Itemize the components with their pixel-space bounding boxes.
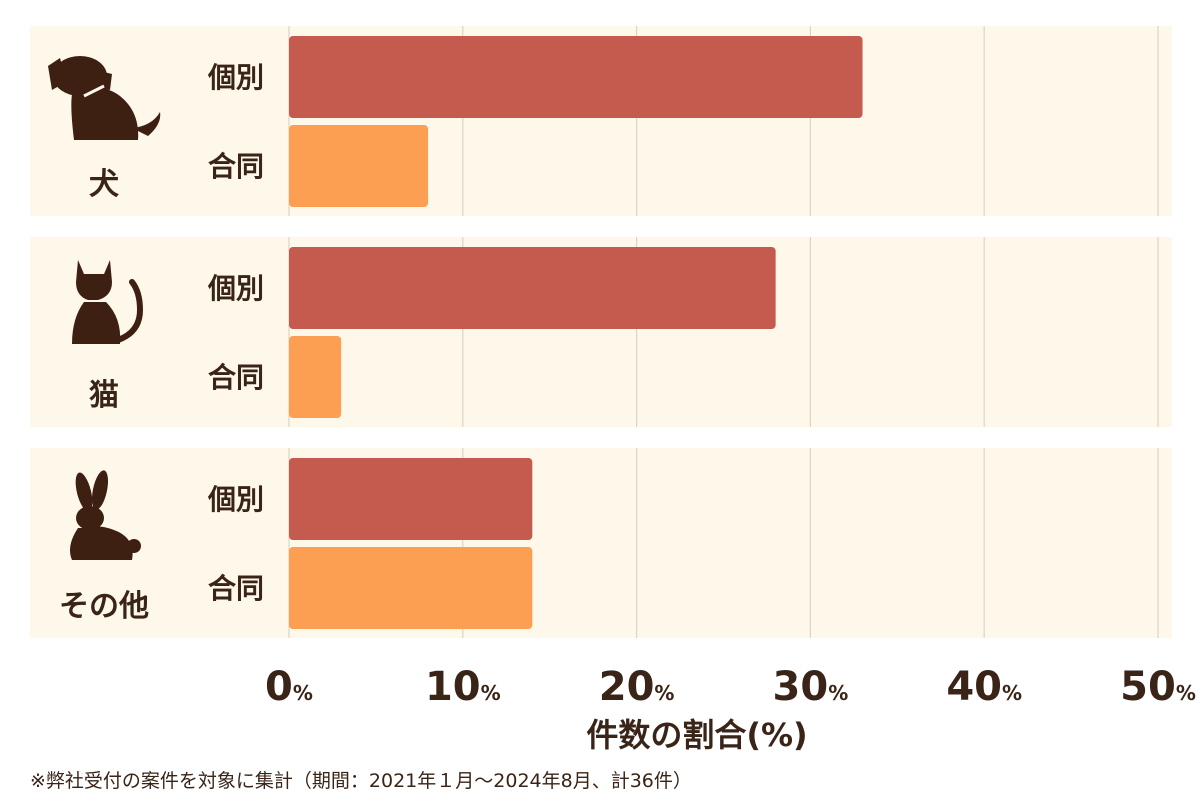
row-label-0-0: 個別 — [207, 61, 264, 94]
x-tick-unit-3: % — [828, 681, 848, 705]
x-tick-value-4: 40 — [946, 664, 1002, 710]
dog-ear — [48, 58, 66, 90]
dog-collar — [83, 84, 105, 98]
bar-1-1 — [289, 336, 342, 418]
rabbit-head — [76, 506, 104, 530]
x-tick-5: 50% — [1120, 664, 1196, 710]
dog-head — [53, 56, 107, 96]
x-tick-value-3: 30 — [773, 664, 829, 710]
group-panel-2 — [30, 448, 1172, 638]
x-tick-value-2: 20 — [599, 664, 655, 710]
cat-tail — [115, 279, 144, 343]
bar-2-1 — [289, 547, 533, 629]
category-label-1: 猫 — [89, 378, 119, 413]
x-tick-value-5: 50 — [1120, 664, 1176, 710]
cat-icon — [72, 260, 144, 344]
bar-0-1 — [289, 125, 429, 207]
row-label-1-1: 合同 — [208, 361, 264, 394]
x-tick-2: 20% — [599, 664, 675, 710]
x-tick-unit-1: % — [481, 681, 501, 705]
x-tick-value-0: 0 — [265, 664, 293, 710]
x-tick-unit-5: % — [1176, 681, 1196, 705]
x-tick-unit-0: % — [293, 681, 313, 705]
rabbit-icon — [70, 470, 141, 560]
rabbit-body — [70, 526, 133, 560]
category-label-2: その他 — [59, 589, 149, 624]
cat-head — [76, 260, 112, 300]
rabbit-ear-right — [91, 470, 109, 510]
rabbit-ear-left — [75, 472, 93, 512]
x-tick-value-1: 10 — [425, 664, 481, 710]
rabbit-tail — [127, 539, 141, 553]
x-tick-3: 30% — [773, 664, 849, 710]
x-tick-unit-2: % — [654, 681, 674, 705]
dog-icon — [48, 56, 161, 140]
x-tick-4: 40% — [946, 664, 1022, 710]
bar-2-0 — [289, 458, 533, 540]
category-label-0: 犬 — [89, 167, 119, 202]
footnote: ※弊社受付の案件を対象に集計（期間：2021年１月～2024年8月、計36件） — [30, 770, 692, 792]
row-label-0-1: 合同 — [208, 150, 264, 183]
x-tick-0: 0% — [265, 664, 313, 710]
row-label-2-1: 合同 — [208, 572, 264, 605]
cat-body — [72, 302, 121, 344]
dog-body — [71, 88, 139, 140]
x-tick-unit-4: % — [1002, 681, 1022, 705]
row-label-1-0: 個別 — [207, 272, 264, 305]
row-label-2-0: 個別 — [207, 483, 264, 516]
dog-snout — [94, 70, 112, 90]
x-tick-1: 10% — [425, 664, 501, 710]
bar-0-0 — [289, 36, 863, 118]
dog-tail — [132, 112, 161, 136]
bar-1-0 — [289, 247, 776, 329]
x-axis-title: 件数の割合(%) — [586, 716, 807, 754]
